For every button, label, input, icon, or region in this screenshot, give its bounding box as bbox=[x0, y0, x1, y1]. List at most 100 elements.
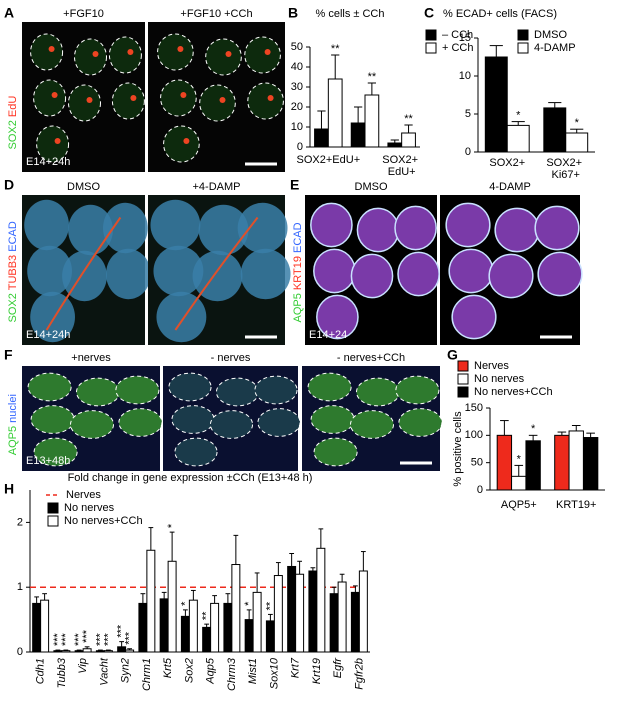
y-tick-label: 0 bbox=[477, 484, 483, 496]
error-bar bbox=[34, 596, 40, 604]
legend-label: Nerves bbox=[66, 489, 101, 501]
error-bar bbox=[331, 54, 340, 79]
lobule bbox=[30, 405, 75, 434]
error-bar bbox=[404, 124, 413, 133]
error-bar bbox=[317, 110, 326, 129]
channel-label: AQP5 KRT19 ECAD bbox=[292, 222, 304, 322]
edu-cell bbox=[177, 46, 184, 52]
channel-name: ECAD bbox=[7, 221, 19, 252]
error-bar bbox=[275, 562, 281, 576]
bar bbox=[496, 434, 513, 491]
lobule bbox=[310, 405, 355, 434]
bar bbox=[308, 570, 318, 653]
error-bar bbox=[105, 649, 111, 651]
error-bar bbox=[489, 45, 503, 57]
x-tick-label: AQP5+ bbox=[501, 499, 537, 511]
error-bar bbox=[63, 649, 69, 651]
edu-cell bbox=[127, 49, 134, 55]
epithelium bbox=[240, 248, 291, 300]
y-tick-label: 0 bbox=[465, 146, 471, 158]
bar bbox=[316, 547, 326, 653]
significance: ** bbox=[201, 611, 213, 620]
lobule bbox=[349, 410, 395, 439]
channel-name: KRT19 bbox=[292, 256, 304, 290]
epithelium bbox=[451, 294, 497, 340]
lobule bbox=[33, 437, 78, 467]
y-tick-label: 50 bbox=[471, 457, 483, 469]
bar bbox=[146, 549, 156, 653]
error-bar bbox=[297, 560, 302, 575]
bar bbox=[231, 564, 241, 653]
error-bar bbox=[390, 139, 399, 143]
error-bar bbox=[353, 585, 358, 593]
panel-title: DMSO bbox=[67, 181, 100, 193]
bar bbox=[265, 620, 275, 653]
y-tick-label: 0 bbox=[17, 646, 23, 658]
epithelium bbox=[153, 245, 204, 297]
stage-label: E14+24h bbox=[26, 329, 70, 341]
x-tick-label: Mist1 bbox=[247, 658, 259, 684]
panel-letter: G bbox=[447, 347, 458, 363]
lobule-outline bbox=[247, 82, 284, 120]
bar bbox=[484, 56, 508, 153]
channel-name: ECAD bbox=[292, 222, 304, 253]
edu-cell bbox=[86, 97, 93, 103]
channel-name: SOX2 bbox=[7, 120, 19, 149]
lobule-outline bbox=[157, 33, 194, 71]
error-bar bbox=[225, 593, 231, 604]
error-bar bbox=[339, 573, 345, 583]
significance: * bbox=[243, 601, 255, 606]
legend-label: Nerves bbox=[474, 360, 509, 372]
error-bar bbox=[514, 464, 524, 477]
x-tick-label: Sox10 bbox=[268, 657, 280, 689]
significance: *** bbox=[94, 632, 106, 646]
y-tick-label: 2 bbox=[17, 516, 23, 528]
epithelium bbox=[30, 291, 75, 343]
panel-letter: F bbox=[4, 347, 13, 363]
edu-cell bbox=[54, 138, 61, 144]
panel-title: +FGF10 bbox=[63, 8, 104, 20]
epithelium bbox=[237, 202, 288, 254]
stage-label: E13+48h bbox=[26, 455, 70, 467]
error-bar bbox=[246, 609, 252, 620]
lobule-outline bbox=[36, 125, 70, 163]
bar bbox=[117, 646, 127, 653]
error-bar bbox=[55, 649, 61, 651]
chart-title: Fold change in gene expression ±CCh (E13… bbox=[68, 472, 313, 484]
chart-title: % ECAD+ cells (FACS) bbox=[443, 8, 557, 20]
epithelium bbox=[356, 207, 400, 253]
y-axis-label: % positive cells bbox=[452, 411, 464, 487]
channel-name: EdU bbox=[7, 96, 19, 117]
x-tick-label: SOX2+ EdU+ bbox=[382, 154, 421, 178]
edu-cell bbox=[264, 49, 271, 55]
nerve bbox=[174, 216, 259, 331]
lobule bbox=[398, 408, 443, 437]
lobule bbox=[307, 372, 352, 402]
bar bbox=[565, 132, 589, 153]
epithelium bbox=[534, 205, 580, 251]
bar bbox=[350, 122, 366, 148]
bar bbox=[287, 565, 297, 653]
significance: *** bbox=[52, 632, 64, 646]
error-bar bbox=[354, 106, 363, 123]
error-bar bbox=[183, 609, 188, 617]
error-bar bbox=[268, 613, 273, 621]
significance: *** bbox=[124, 631, 136, 645]
error-bar bbox=[289, 553, 295, 567]
panel-title: 4-DAMP bbox=[489, 181, 531, 193]
significance: * bbox=[166, 523, 178, 528]
lobule-outline bbox=[68, 84, 101, 122]
y-tick-label: 150 bbox=[465, 402, 483, 414]
channel-label: SOX2 TUBB3 ECAD bbox=[7, 221, 19, 322]
x-tick-label: Vacht bbox=[98, 657, 110, 686]
error-bar bbox=[557, 431, 567, 436]
legend-label: No nerves+CCh bbox=[64, 515, 143, 527]
x-tick-label: SOX2+EdU+ bbox=[297, 154, 361, 166]
legend-label: No nerves bbox=[474, 373, 525, 385]
bar bbox=[568, 430, 584, 491]
x-tick-label: Cdh1 bbox=[35, 658, 47, 684]
bar bbox=[358, 570, 368, 653]
lobule bbox=[27, 372, 72, 402]
nerve bbox=[45, 216, 122, 331]
